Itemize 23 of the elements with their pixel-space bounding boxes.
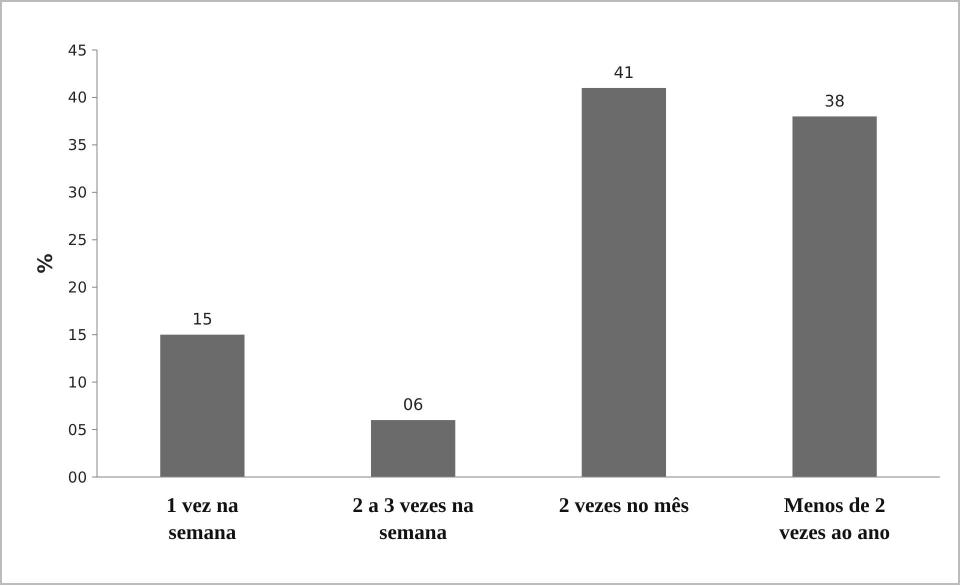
y-tick-label: 05: [68, 420, 87, 439]
bar: [792, 116, 877, 477]
data-label: 15: [192, 310, 213, 329]
x-tick-label: 2 vezes no mês: [558, 493, 689, 517]
bar: [160, 334, 245, 477]
y-tick-label: 00: [68, 468, 87, 486]
y-tick-label: 35: [68, 136, 87, 154]
data-label: 41: [614, 62, 634, 82]
x-tick-label: 2 a 3 vezes na semana: [352, 493, 474, 544]
y-tick-label: 30: [68, 184, 87, 202]
y-tick-label: 40: [68, 88, 87, 107]
bar: [370, 420, 456, 477]
y-tick-label: 45: [68, 41, 87, 60]
y-tick-label: 10: [68, 373, 87, 392]
x-tick-label: 1 vez na semana: [166, 493, 240, 544]
bar: [582, 88, 666, 477]
x-tick-label: Menos de 2 vezes ao ano: [779, 493, 890, 544]
data-label: 06: [402, 395, 424, 414]
y-tick-label: 25: [68, 231, 87, 250]
y-tick-label: 15: [68, 326, 87, 344]
y-tick-label: 20: [68, 278, 87, 296]
y-axis-title: %: [33, 253, 57, 274]
data-label: 38: [824, 91, 845, 110]
